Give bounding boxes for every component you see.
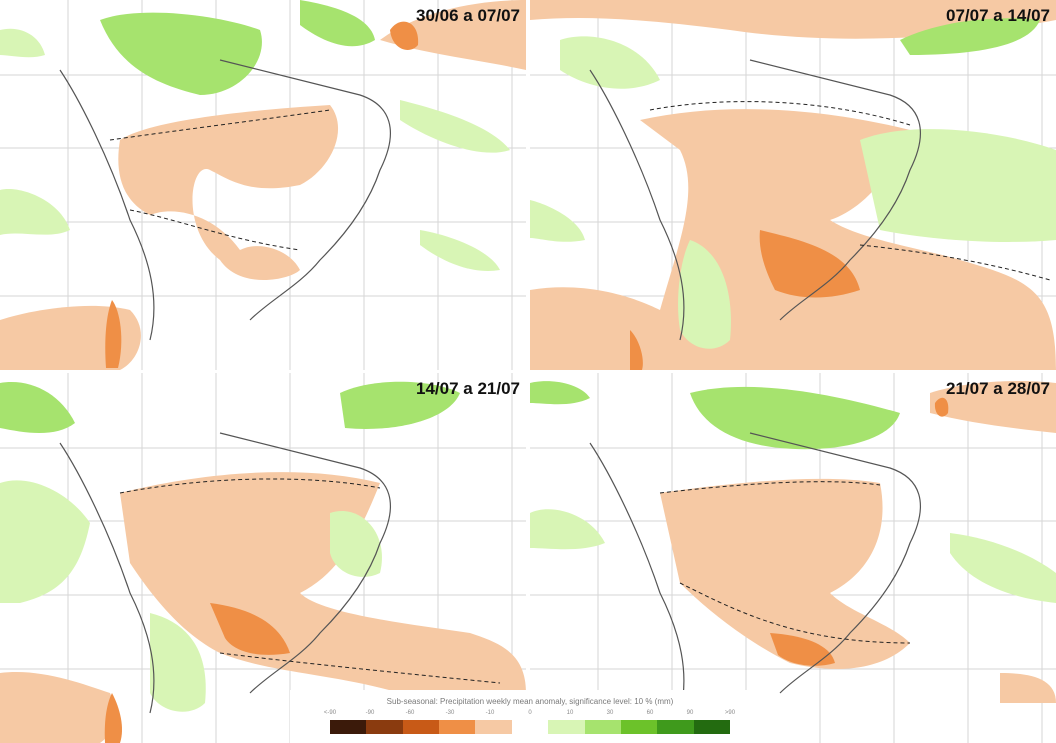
legend-tick: 0 — [528, 710, 532, 716]
legend-swatch — [366, 720, 403, 734]
anomaly-map — [0, 373, 526, 743]
legend-tick: 10 — [566, 710, 574, 716]
legend-tick: 30 — [606, 710, 614, 716]
anomaly-map — [530, 373, 1056, 743]
legend-swatch — [548, 720, 585, 734]
legend-swatch — [402, 720, 440, 734]
panel-title: 30/06 a 07/07 — [416, 6, 520, 25]
anomaly-map — [530, 0, 1056, 370]
legend-tick: -30 — [445, 710, 455, 716]
legend-tick: -10 — [485, 710, 495, 716]
map-panel-week-1: 30/06 a 07/07 — [0, 0, 526, 370]
legend-tick: 60 — [646, 710, 654, 716]
legend-title: Sub-seasonal: Precipitation weekly mean … — [386, 697, 674, 706]
legend-tick: >90 — [724, 710, 736, 716]
legend-swatch — [330, 720, 367, 734]
legend-tick: -60 — [405, 710, 415, 716]
map-panel-week-2: 07/07 a 14/07 — [530, 0, 1056, 370]
map-panel-week-4: 21/07 a 28/07 — [530, 373, 1056, 743]
legend-swatch — [657, 720, 694, 734]
legend-swatch — [584, 720, 621, 734]
panel-title: 07/07 a 14/07 — [946, 6, 1050, 25]
legend-ticks: <-90 -90 -60 -30 -10 0 10 30 60 90 >90 — [324, 710, 735, 719]
color-legend: Sub-seasonal: Precipitation weekly mean … — [290, 690, 770, 743]
legend-tick: 90 — [686, 710, 694, 716]
legend-swatch — [439, 720, 476, 734]
anomaly-map — [0, 0, 526, 370]
panel-title: 21/07 a 28/07 — [946, 379, 1050, 398]
legend-swatch — [475, 720, 512, 734]
panel-title: 14/07 a 21/07 — [416, 379, 520, 398]
legend-swatch — [693, 720, 730, 734]
legend-swatch — [511, 720, 549, 734]
legend-swatch — [620, 720, 658, 734]
legend-tick: -90 — [365, 710, 375, 716]
legend-color-bar — [330, 720, 730, 734]
map-panel-week-3: 14/07 a 21/07 — [0, 373, 526, 743]
legend-tick: <-90 — [323, 710, 337, 716]
